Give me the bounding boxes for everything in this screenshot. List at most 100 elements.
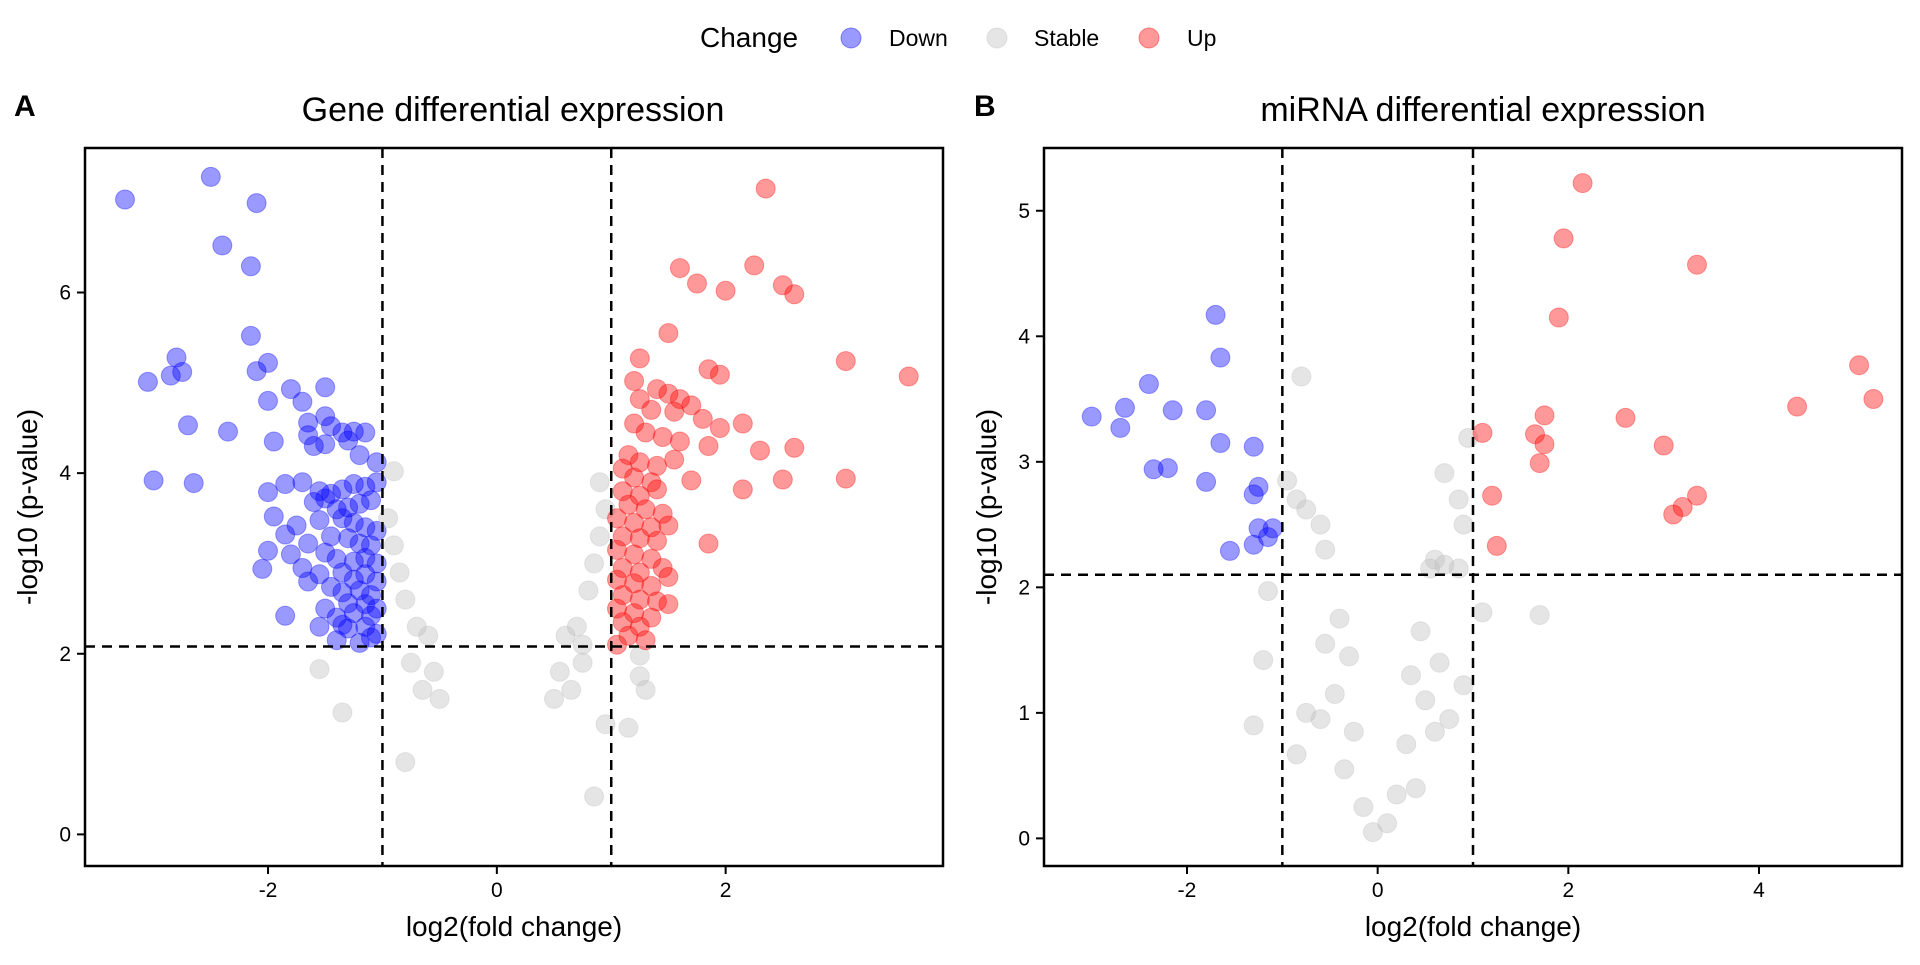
point-stable <box>549 661 570 682</box>
y-tick-label: 1 <box>1018 702 1030 725</box>
point-stable <box>1277 470 1298 491</box>
point-up <box>1687 485 1707 506</box>
point-down <box>326 607 347 628</box>
point-stable <box>1334 759 1355 780</box>
point-up <box>635 499 656 520</box>
point-down <box>309 564 330 585</box>
point-down <box>338 593 359 614</box>
point-stable <box>1448 489 1469 510</box>
point-down <box>338 528 359 549</box>
legend: Change Down Stable Up <box>700 22 1216 53</box>
point-down <box>349 493 370 514</box>
point-up <box>750 440 770 461</box>
point-down <box>1110 417 1131 438</box>
y-tick-label: 3 <box>1018 451 1030 474</box>
point-down <box>338 618 359 639</box>
point-up <box>641 607 662 628</box>
point-stable <box>618 717 639 738</box>
point-up <box>658 594 679 615</box>
point-stable <box>1296 499 1317 520</box>
point-up <box>1672 497 1693 517</box>
point-stable <box>1291 366 1312 387</box>
point-stable <box>332 702 353 723</box>
point-up <box>624 371 645 391</box>
point-up <box>1615 407 1636 428</box>
point-down <box>349 533 370 554</box>
point-up <box>1863 389 1884 409</box>
point-down <box>315 434 336 455</box>
point-stable <box>1439 709 1460 730</box>
point-up <box>658 567 679 587</box>
point-stable <box>1310 514 1331 535</box>
point-down <box>1258 527 1278 548</box>
point-down <box>321 526 341 547</box>
point-up <box>687 273 707 294</box>
point-down <box>332 562 353 583</box>
point-down <box>355 616 376 637</box>
x-tick-label: 4 <box>1753 879 1765 902</box>
point-stable <box>589 526 610 547</box>
legend-key-stable <box>986 27 1008 49</box>
legend-label-stable: Stable <box>1034 25 1099 51</box>
point-up <box>1849 355 1870 376</box>
point-up <box>1663 504 1684 525</box>
point-stable <box>1396 734 1417 755</box>
point-down <box>1157 458 1178 479</box>
y-axis-label: -log10 (p-value) <box>12 409 43 605</box>
x-axis-label: log2(fold change) <box>406 911 622 942</box>
point-up <box>1653 435 1674 456</box>
point-up <box>641 472 662 493</box>
point-down <box>1243 534 1264 555</box>
point-down <box>361 585 381 606</box>
legend-label-up: Up <box>1187 25 1216 51</box>
point-down <box>218 421 238 442</box>
point-up <box>618 625 639 646</box>
point-down <box>263 431 284 452</box>
x-tick-label: 0 <box>1372 879 1384 902</box>
point-stable <box>1420 558 1441 579</box>
point-down <box>343 474 364 494</box>
point-up <box>612 526 633 547</box>
point-down <box>338 430 359 451</box>
point-down <box>1210 347 1231 368</box>
point-stable <box>584 786 605 807</box>
point-down <box>252 558 273 579</box>
point-stable <box>423 661 444 682</box>
point-up <box>744 255 765 276</box>
point-stable <box>1410 621 1431 642</box>
point-down <box>361 535 381 556</box>
point-up <box>1529 453 1550 474</box>
point-down <box>183 473 204 494</box>
point-stable <box>1253 650 1274 671</box>
point-down <box>355 422 376 443</box>
point-down <box>258 352 278 373</box>
point-down <box>258 482 278 503</box>
point-up <box>658 383 679 404</box>
point-stable <box>1429 652 1450 673</box>
point-up <box>1548 307 1569 328</box>
point-up <box>629 485 650 506</box>
point-stable <box>1353 797 1374 817</box>
point-up <box>681 470 702 491</box>
point-stable <box>1343 721 1364 742</box>
point-down <box>315 598 336 619</box>
point-up <box>652 503 673 524</box>
point-down <box>303 492 324 512</box>
point-up <box>664 401 685 422</box>
point-up <box>1472 422 1493 443</box>
point-down <box>361 490 381 511</box>
point-down <box>1219 540 1240 561</box>
point-up <box>624 544 645 565</box>
point-up <box>709 364 730 385</box>
point-up <box>618 494 639 515</box>
point-down <box>355 594 376 615</box>
point-up <box>629 452 650 473</box>
legend-item-down: Down <box>840 25 948 51</box>
point-down <box>200 166 221 187</box>
point-down <box>343 569 364 590</box>
point-stable <box>1529 605 1550 625</box>
point-down <box>1162 400 1183 421</box>
point-up <box>652 427 673 447</box>
point-stable <box>572 652 593 673</box>
point-down <box>275 524 296 545</box>
